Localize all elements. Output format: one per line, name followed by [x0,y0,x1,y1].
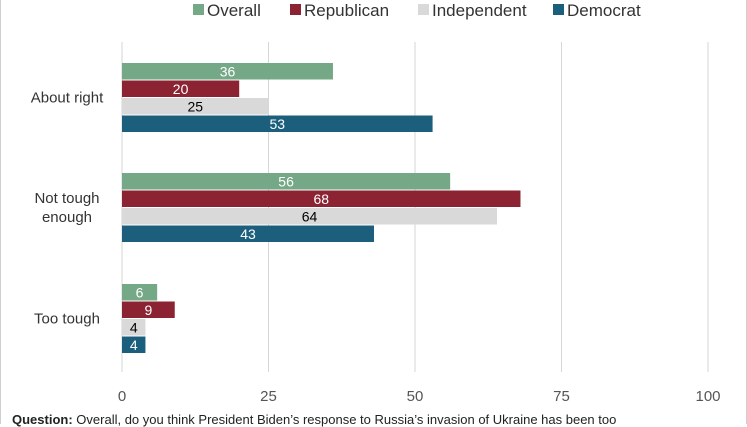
data-label: 6 [136,284,144,300]
legend-swatch [290,4,301,15]
data-label: 56 [278,173,294,189]
legend-swatch [553,4,564,15]
legend-entry: Independent [432,1,527,20]
bars [122,63,521,353]
data-label: 64 [302,208,318,224]
bar [122,115,433,132]
x-tick-label: 50 [407,388,424,405]
bar [122,80,240,97]
bar [122,63,333,80]
bar [122,319,146,336]
x-tick-label: 0 [118,388,126,405]
data-label: 43 [240,226,256,242]
legend-entry: Overall [207,1,261,20]
legend-entry: Republican [304,1,389,20]
question-text: Question: Overall, do you think Presiden… [12,412,742,427]
x-tick-label: 75 [553,388,570,405]
data-label: 36 [220,63,236,79]
question-label: Question: [12,412,73,427]
bar [122,190,521,207]
data-label: 25 [187,98,203,114]
data-label: 4 [130,319,138,335]
data-label: 68 [313,191,329,207]
data-label: 20 [173,81,189,97]
category-label: enough [42,209,92,226]
data-label: 53 [270,116,286,132]
category-label: Too tough [34,311,100,328]
x-tick-label: 25 [260,388,277,405]
bar [122,173,451,190]
bar [122,284,158,301]
legend-swatch [193,4,204,15]
legend-swatch [418,4,429,15]
bar [122,98,269,115]
legend-entry: Democrat [567,1,641,20]
legend: Overall Republican Independent Democrat [193,1,641,20]
category-label: About right [31,90,104,107]
data-label: 4 [130,337,138,353]
category-label: Not tough [34,190,99,207]
bar [122,208,498,225]
x-tick-label: 100 [695,388,720,405]
bar [122,225,374,242]
bar [122,336,146,353]
data-label: 9 [144,302,152,318]
question-body: Overall, do you think President Biden’s … [76,412,617,427]
bar [122,301,175,318]
